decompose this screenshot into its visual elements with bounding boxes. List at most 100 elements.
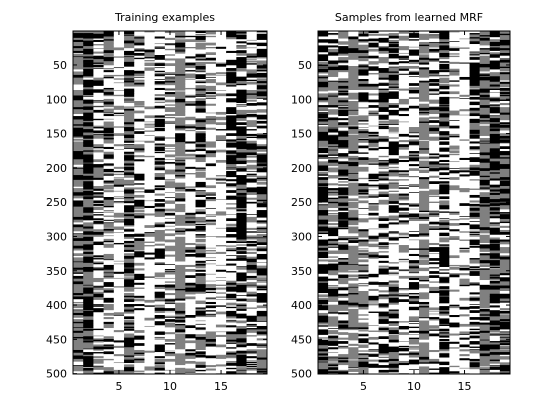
heatmap-cell xyxy=(348,196,359,199)
heatmap-cell xyxy=(93,262,105,265)
heatmap-cell xyxy=(246,264,258,266)
heatmap-cell xyxy=(195,295,207,298)
heatmap-cell xyxy=(103,260,115,264)
heatmap-cell xyxy=(83,83,94,85)
heatmap-cell xyxy=(328,74,339,78)
heatmap-cell xyxy=(175,236,186,240)
heatmap-cell xyxy=(236,67,247,69)
heatmap-cell xyxy=(358,65,369,68)
heatmap-cell xyxy=(195,31,207,34)
heatmap-cell xyxy=(246,110,258,114)
heatmap-cell xyxy=(236,192,247,195)
heatmap-cell xyxy=(348,327,359,330)
heatmap-cell xyxy=(164,94,176,96)
heatmap-cell xyxy=(215,251,227,255)
heatmap-cell xyxy=(205,116,217,119)
heatmap-cell xyxy=(144,220,156,223)
heatmap-cell xyxy=(154,331,166,334)
heatmap-cell xyxy=(226,155,237,159)
heatmap-cell xyxy=(195,235,207,238)
heatmap-cell xyxy=(205,199,217,202)
heatmap-cell xyxy=(175,143,186,145)
heatmap-cell xyxy=(256,42,268,46)
heatmap-cell xyxy=(348,316,359,319)
heatmap-cell xyxy=(195,286,207,290)
heatmap-cell xyxy=(83,183,94,186)
heatmap-cell xyxy=(103,180,115,184)
heatmap-cell xyxy=(164,212,176,216)
heatmap-cell xyxy=(256,108,268,110)
heatmap-cell xyxy=(256,297,268,300)
heatmap-cell xyxy=(113,288,125,291)
heatmap-cell xyxy=(205,310,217,312)
heatmap-cell xyxy=(215,293,227,296)
heatmap-cell xyxy=(358,264,369,266)
heatmap-cell xyxy=(113,186,125,189)
heatmap-cell xyxy=(103,328,115,330)
heatmap-cell xyxy=(338,194,349,196)
heatmap-cell xyxy=(175,249,186,252)
heatmap-cell xyxy=(185,51,196,54)
heatmap-cell xyxy=(318,353,329,355)
heatmap-cell xyxy=(185,52,196,56)
heatmap-cell xyxy=(164,96,176,100)
heatmap-cell xyxy=(236,146,247,150)
heatmap-cell xyxy=(348,102,359,106)
heatmap-cell xyxy=(103,175,115,179)
heatmap-cell xyxy=(134,138,145,142)
heatmap-cell xyxy=(73,183,84,188)
heatmap-cell xyxy=(226,112,237,115)
heatmap-cell xyxy=(236,288,247,290)
heatmap-cell xyxy=(73,114,84,117)
heatmap-cell xyxy=(175,44,186,48)
heatmap-cell xyxy=(348,293,359,295)
heatmap-cell xyxy=(226,336,237,341)
heatmap-cell xyxy=(144,328,156,332)
heatmap-cell xyxy=(113,224,125,226)
heatmap-cell xyxy=(124,153,135,156)
heatmap-cell xyxy=(318,237,329,239)
heatmap-cell xyxy=(175,49,186,51)
heatmap-cell xyxy=(328,219,339,223)
heatmap-cell xyxy=(134,339,145,341)
heatmap-cell xyxy=(103,168,115,173)
heatmap-cell xyxy=(113,260,125,262)
heatmap-cell xyxy=(358,171,369,174)
heatmap-cell xyxy=(154,67,166,69)
heatmap-cell xyxy=(236,191,247,193)
heatmap-cell xyxy=(144,103,156,107)
heatmap-cell xyxy=(236,194,247,197)
heatmap-cell xyxy=(134,33,145,37)
heatmap-cell xyxy=(246,231,258,234)
heatmap-cell xyxy=(103,157,115,159)
heatmap-cell xyxy=(93,301,105,305)
heatmap-cell xyxy=(205,72,217,76)
heatmap-cell xyxy=(328,45,339,48)
heatmap-cell xyxy=(185,299,196,303)
heatmap-cell xyxy=(195,81,207,83)
heatmap-cell xyxy=(318,290,329,294)
heatmap-cell xyxy=(246,284,258,286)
heatmap-cell xyxy=(338,218,349,221)
heatmap-cell xyxy=(73,343,84,347)
heatmap-cell xyxy=(246,47,258,49)
heatmap-cell xyxy=(226,226,237,228)
heatmap-cell xyxy=(154,251,166,253)
heatmap-cell xyxy=(164,223,176,227)
heatmap-cell xyxy=(328,338,339,342)
heatmap-cell xyxy=(134,159,145,162)
heatmap-cell xyxy=(164,188,176,191)
heatmap-cell xyxy=(185,99,196,101)
heatmap-cell xyxy=(226,234,237,236)
heatmap-cell xyxy=(236,100,247,102)
heatmap-cell xyxy=(246,259,258,263)
heatmap-cell xyxy=(328,86,339,90)
heatmap-cell xyxy=(124,99,135,101)
heatmap-cell xyxy=(113,258,125,260)
heatmap-cell xyxy=(236,65,247,68)
heatmap-cell xyxy=(103,33,115,37)
heatmap-cell xyxy=(134,198,145,201)
heatmap-cell xyxy=(318,310,329,314)
heatmap-cell xyxy=(358,198,369,201)
heatmap-cell xyxy=(338,181,349,183)
